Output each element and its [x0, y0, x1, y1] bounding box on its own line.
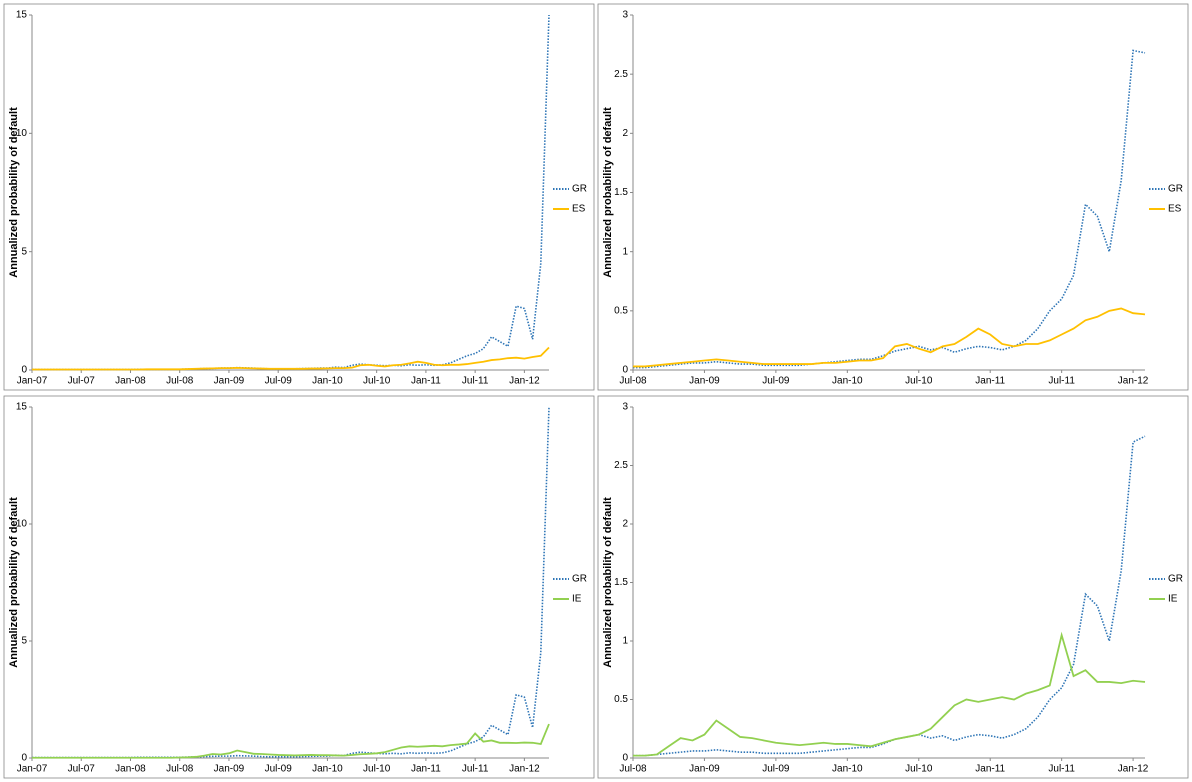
- x-tick-label: Jan-09: [214, 764, 245, 775]
- x-tick-label: Jan-10: [312, 376, 343, 387]
- x-tick-label: Jul-07: [68, 376, 96, 387]
- y-tick-label: 1: [622, 636, 628, 647]
- y-tick-label: 15: [16, 10, 28, 21]
- x-tick-label: Jul-10: [905, 376, 933, 387]
- x-tick-label: Jul-07: [68, 764, 96, 775]
- y-tick-label: 1: [622, 246, 628, 257]
- y-tick-label: 10: [16, 519, 28, 530]
- x-tick-label: Jan-11: [411, 376, 441, 387]
- x-tick-label: Jan-11: [975, 376, 1005, 387]
- series-line: [32, 723, 550, 759]
- y-tick-label: 0.5: [614, 305, 628, 316]
- y-tick-label: 10: [16, 128, 28, 139]
- x-tick-label: Jul-09: [762, 764, 790, 775]
- y-tick-label: 5: [21, 636, 27, 647]
- y-tick-label: 0.5: [614, 694, 628, 705]
- y-axis-label: Annualized probability of default: [8, 497, 20, 668]
- legend-label: IE: [572, 594, 582, 605]
- x-tick-label: Jan-12: [1118, 376, 1149, 387]
- x-tick-label: Jan-12: [509, 764, 540, 775]
- y-tick-label: 2: [622, 519, 628, 530]
- y-tick-label: 2: [622, 128, 628, 139]
- x-tick-label: Jan-10: [832, 764, 863, 775]
- series-line: [633, 307, 1146, 368]
- y-axis-label: Annualized probability of default: [602, 497, 614, 668]
- y-axis-label: Annualized probability of default: [8, 107, 20, 278]
- x-tick-label: Jan-10: [312, 764, 343, 775]
- x-tick-label: Jul-11: [462, 764, 489, 775]
- x-tick-label: Jul-09: [762, 376, 790, 387]
- x-tick-label: Jul-09: [265, 764, 293, 775]
- x-tick-label: Jan-11: [975, 764, 1005, 775]
- panel-frame: [3, 3, 595, 391]
- x-tick-label: Jul-08: [619, 764, 647, 775]
- series-line: [32, 346, 550, 371]
- y-tick-label: 0: [622, 753, 628, 764]
- y-tick-label: 2.5: [614, 460, 628, 471]
- x-tick-label: Jan-09: [689, 764, 720, 775]
- panel-frame: [3, 395, 595, 779]
- y-tick-label: 2.5: [614, 69, 628, 80]
- y-tick-label: 0: [622, 365, 628, 376]
- x-tick-label: Jul-08: [166, 764, 194, 775]
- panel-frame: [597, 3, 1189, 391]
- x-tick-label: Jan-12: [1118, 764, 1149, 775]
- legend-label: IE: [1168, 594, 1178, 605]
- series-line: [633, 631, 1146, 757]
- y-tick-label: 15: [16, 402, 28, 413]
- x-tick-label: Jan-09: [689, 376, 720, 387]
- x-tick-label: Jul-08: [166, 376, 194, 387]
- x-tick-label: Jul-11: [1048, 764, 1075, 775]
- x-tick-label: Jul-08: [619, 376, 647, 387]
- x-tick-label: Jan-07: [17, 376, 48, 387]
- x-tick-label: Jul-09: [265, 376, 293, 387]
- series-line: [633, 49, 1146, 369]
- y-tick-label: 0: [21, 365, 27, 376]
- y-axis-label: Annualized probability of default: [602, 107, 614, 278]
- x-tick-label: Jan-11: [411, 764, 441, 775]
- legend-label: GR: [572, 574, 587, 585]
- x-tick-label: Jan-08: [115, 376, 146, 387]
- x-tick-label: Jul-11: [462, 376, 489, 387]
- series-line: [32, 406, 550, 759]
- x-tick-label: Jan-08: [115, 764, 146, 775]
- x-tick-label: Jan-12: [509, 376, 540, 387]
- legend-label: GR: [1168, 574, 1183, 585]
- legend-label: ES: [1168, 204, 1182, 215]
- legend-label: GR: [1168, 184, 1183, 195]
- x-tick-label: Jul-10: [905, 764, 933, 775]
- y-tick-label: 0: [21, 753, 27, 764]
- x-tick-label: Jul-10: [363, 376, 391, 387]
- legend-label: GR: [572, 184, 587, 195]
- x-tick-label: Jan-10: [832, 376, 863, 387]
- x-tick-label: Jan-07: [17, 764, 48, 775]
- x-tick-label: Jul-11: [1048, 376, 1075, 387]
- x-tick-label: Jan-09: [214, 376, 245, 387]
- x-tick-label: Jul-10: [363, 764, 391, 775]
- series-line: [633, 435, 1146, 757]
- y-tick-label: 3: [622, 402, 628, 413]
- y-tick-label: 1.5: [614, 187, 628, 198]
- legend-label: ES: [572, 204, 586, 215]
- y-tick-label: 3: [622, 10, 628, 21]
- y-tick-label: 5: [21, 246, 27, 257]
- y-tick-label: 1.5: [614, 577, 628, 588]
- panel-frame: [597, 395, 1189, 779]
- series-line: [32, 14, 550, 371]
